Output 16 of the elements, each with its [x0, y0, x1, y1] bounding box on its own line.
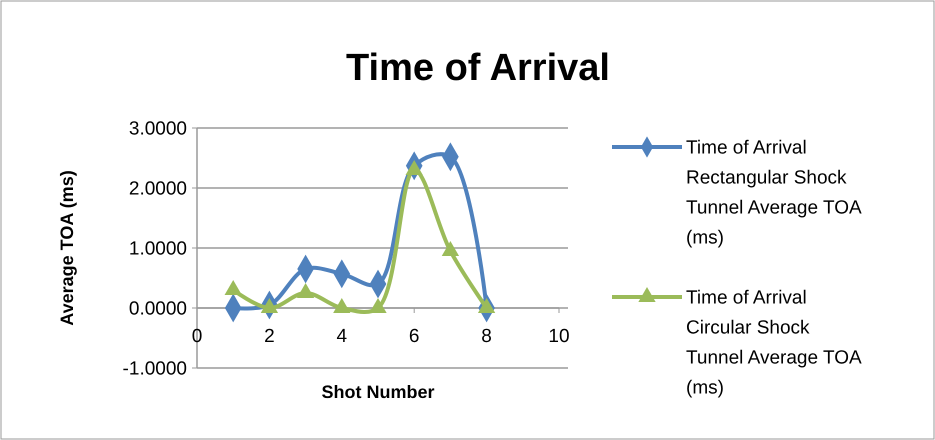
y-tick-label: 0.0000 [128, 298, 187, 320]
chart-title: Time of Arrival [346, 47, 610, 89]
x-tick-label: 4 [336, 326, 348, 347]
y-axis-title: Average TOA (ms) [57, 170, 77, 326]
x-tick-label: 2 [264, 326, 275, 347]
x-tick-label: 0 [192, 326, 202, 347]
x-tick-label: 8 [481, 326, 492, 347]
y-tick-label: 2.0000 [128, 178, 187, 200]
x-tick-label: 10 [548, 326, 570, 347]
legend-label: Time of Arrival Circular Shock Tunnel Average TOA (ms) [686, 288, 862, 399]
y-tick-label: 1.0000 [128, 238, 187, 260]
x-axis-title: Shot Number [321, 382, 435, 402]
legend-label: Time of Arrival Rectangular Shock Tunnel Average TOA (ms) [686, 138, 862, 249]
y-tick-label: -1.0000 [122, 358, 187, 380]
x-tick-label: 6 [408, 326, 420, 347]
y-tick-label: 3.0000 [128, 118, 187, 140]
